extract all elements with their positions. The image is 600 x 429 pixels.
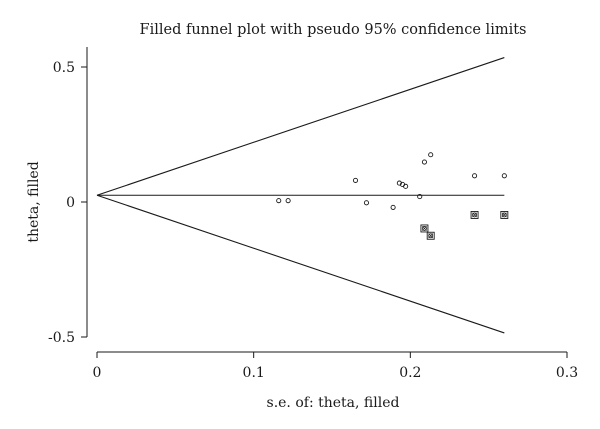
- filled-marker-cross: [501, 212, 507, 218]
- observed-study-point: [352, 177, 359, 183]
- filled-marker-circle: [428, 233, 434, 239]
- axes: 0.5 0 -0.5 0 0.1 0.2 0.3: [48, 47, 578, 381]
- y-tick-label: -0.5: [48, 330, 75, 346]
- observed-study-point: [472, 173, 478, 179]
- observed-study-point: [390, 204, 396, 210]
- filled-study-point: [470, 211, 479, 219]
- x-tick-label: 0.1: [243, 365, 265, 381]
- data-points: [276, 152, 509, 240]
- observed-study-point: [363, 200, 370, 206]
- upper-limit-line: [96, 57, 505, 196]
- x-axis-label: s.e. of: theta, filled: [267, 395, 400, 411]
- filled-marker-cross: [428, 233, 434, 239]
- chart-title: Filled funnel plot with pseudo 95% confi…: [140, 22, 527, 38]
- filled-marker-circle: [422, 226, 427, 231]
- x-tick-label: 0: [93, 365, 102, 381]
- filled-study-point: [500, 211, 509, 219]
- y-axis-label: theta, filled: [26, 161, 42, 242]
- observed-study-point: [501, 173, 507, 179]
- y-tick-label: 0.5: [53, 60, 75, 76]
- filled-marker-box: [420, 224, 429, 233]
- filled-marker-cross: [421, 226, 427, 231]
- filled-marker-box: [500, 211, 509, 219]
- filled-marker-box: [426, 231, 435, 240]
- x-tick-label: 0.3: [556, 365, 578, 381]
- observed-study-point: [403, 183, 409, 189]
- x-tick-label: 0.2: [399, 365, 421, 381]
- observed-study-point: [417, 194, 423, 200]
- filled-marker-circle: [501, 212, 507, 218]
- filled-marker-cross: [472, 212, 478, 218]
- filled-study-point: [426, 231, 435, 240]
- confidence-limits: [96, 57, 505, 334]
- lower-limit-line: [96, 194, 505, 334]
- observed-study-point: [396, 180, 402, 186]
- observed-study-point: [276, 198, 282, 204]
- filled-marker-circle: [472, 212, 477, 218]
- filled-marker-box: [470, 211, 479, 219]
- observed-study-point: [428, 152, 434, 158]
- filled-study-point: [420, 224, 429, 233]
- observed-study-point: [285, 198, 291, 204]
- observed-study-point: [421, 159, 427, 165]
- y-tick-label: 0: [66, 195, 75, 211]
